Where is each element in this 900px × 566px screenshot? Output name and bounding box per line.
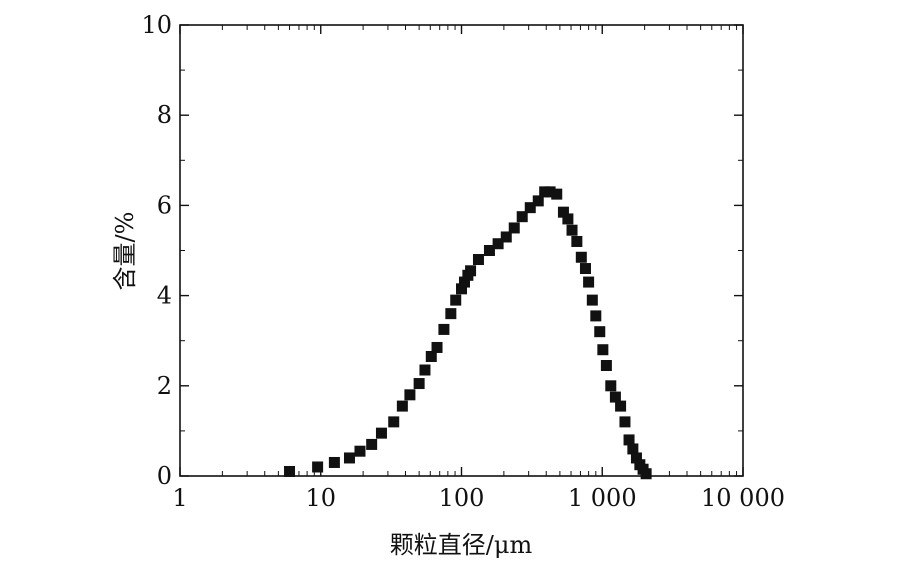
data-point (609, 391, 621, 403)
data-point (551, 188, 563, 200)
x-tick-label: 100 (439, 484, 485, 512)
data-point (571, 235, 583, 247)
data-points (284, 186, 652, 480)
y-tick-label: 2 (157, 372, 172, 400)
data-point (575, 251, 587, 263)
data-point (438, 323, 450, 335)
x-axis-ticks: 1 10 100 1 000 10 000 (172, 25, 785, 512)
y-tick-label: 10 (141, 11, 172, 39)
y-tick-label: 8 (157, 101, 172, 129)
data-point (343, 452, 355, 464)
y-axis-ticks: 0 2 4 6 8 10 (141, 11, 743, 490)
data-point (557, 206, 569, 218)
data-point (516, 211, 528, 223)
data-point (456, 283, 467, 295)
x-tick-label: 1 000 (568, 484, 637, 512)
x-tick-label: 1 (172, 484, 187, 512)
data-point (586, 294, 598, 306)
data-point (375, 427, 387, 439)
data-point (566, 224, 578, 236)
data-point (524, 202, 536, 214)
data-point (597, 344, 609, 356)
data-point (562, 213, 574, 225)
data-point (328, 456, 340, 468)
data-point (615, 400, 627, 412)
data-point (600, 360, 612, 372)
y-tick-label: 0 (157, 462, 172, 490)
data-point (594, 326, 606, 338)
data-point (532, 195, 544, 207)
data-point (425, 350, 437, 362)
data-point (366, 438, 378, 450)
y-axis-title: 含量/% (111, 212, 139, 291)
plot-frame (179, 24, 744, 477)
data-point (583, 276, 595, 288)
data-point (431, 341, 443, 353)
data-point (544, 186, 556, 198)
data-point (627, 443, 639, 455)
data-point (413, 378, 425, 390)
data-point (640, 468, 652, 480)
data-point (605, 380, 617, 392)
x-tick-label: 10 000 (701, 484, 785, 512)
data-point (630, 452, 642, 464)
y-tick-label: 4 (157, 282, 172, 310)
data-point (483, 245, 495, 256)
x-tick-label: 10 (305, 484, 336, 512)
x-axis-title: 颗粒直径/μm (390, 531, 533, 559)
data-point (284, 465, 296, 477)
data-point (396, 400, 408, 412)
data-point (500, 231, 512, 243)
data-point (388, 416, 400, 428)
data-point (312, 461, 324, 473)
data-point (450, 294, 462, 306)
data-point (458, 276, 470, 288)
data-point (623, 434, 635, 446)
data-point (354, 445, 366, 457)
data-point (579, 263, 591, 275)
y-tick-label: 6 (157, 191, 172, 219)
data-point (590, 310, 602, 322)
data-point (619, 416, 631, 428)
data-point (492, 238, 504, 250)
data-point (445, 308, 457, 320)
data-point (465, 265, 477, 277)
data-point (472, 254, 484, 266)
data-point (508, 222, 520, 234)
data-point (404, 389, 416, 401)
data-point (419, 364, 431, 376)
